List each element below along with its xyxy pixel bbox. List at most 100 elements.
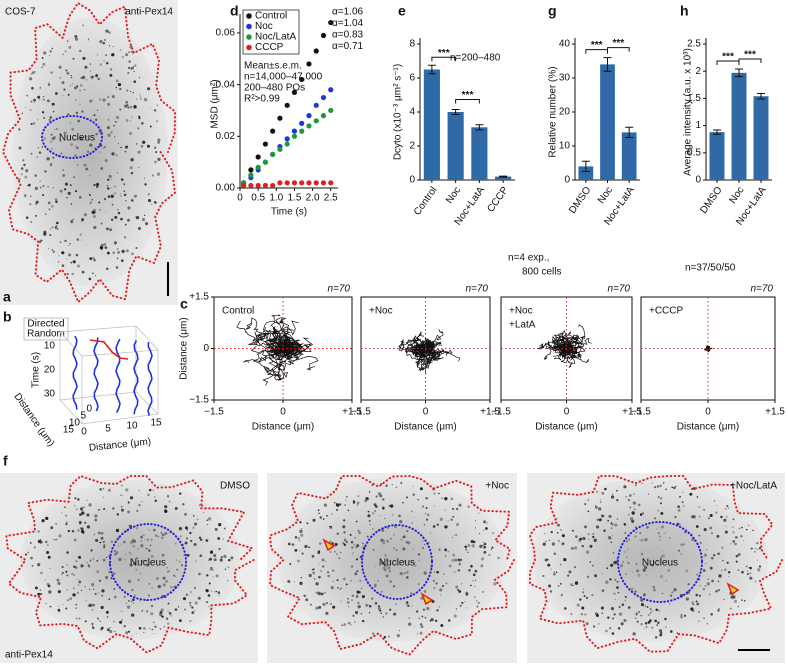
puncta <box>482 544 484 547</box>
legend-marker <box>246 34 252 40</box>
puncta <box>548 539 551 541</box>
puncta <box>657 509 660 512</box>
puncta <box>154 534 158 537</box>
puncta <box>84 521 87 524</box>
puncta <box>79 84 83 87</box>
puncta <box>730 595 734 599</box>
y-tick-label: 15 <box>63 425 75 436</box>
puncta <box>107 178 110 181</box>
puncta <box>179 492 182 495</box>
puncta <box>758 547 762 550</box>
puncta <box>646 606 649 608</box>
puncta <box>720 569 723 572</box>
puncta <box>347 621 351 625</box>
puncta <box>485 527 488 530</box>
puncta <box>133 540 137 543</box>
puncta <box>129 105 133 109</box>
puncta <box>581 544 584 548</box>
puncta <box>99 508 101 511</box>
puncta <box>304 544 308 549</box>
puncta <box>627 561 630 565</box>
puncta <box>387 566 391 570</box>
z-tick-label: 20 <box>44 365 56 376</box>
puncta <box>89 63 92 65</box>
puncta <box>668 537 671 539</box>
puncta <box>453 614 457 618</box>
puncta <box>33 101 35 103</box>
puncta <box>165 617 169 620</box>
puncta <box>92 603 95 607</box>
puncta <box>155 151 157 153</box>
puncta <box>123 595 126 598</box>
puncta <box>315 592 317 594</box>
puncta <box>368 519 371 523</box>
random-track <box>72 335 78 410</box>
puncta <box>618 612 623 616</box>
puncta <box>66 40 69 42</box>
puncta <box>550 568 552 570</box>
puncta <box>175 559 178 561</box>
arrowhead <box>726 582 740 596</box>
puncta <box>749 572 752 575</box>
puncta <box>75 603 78 606</box>
puncta <box>88 40 90 42</box>
puncta <box>385 574 389 578</box>
puncta <box>84 585 86 588</box>
puncta <box>31 71 35 75</box>
puncta <box>724 530 728 534</box>
puncta <box>125 249 129 253</box>
puncta <box>110 178 112 180</box>
puncta <box>192 526 195 529</box>
puncta <box>34 71 36 73</box>
x-axis-label: Distance (μm) <box>88 436 151 453</box>
puncta <box>355 558 358 561</box>
puncta <box>720 515 723 519</box>
puncta <box>122 540 126 544</box>
puncta <box>206 574 209 577</box>
puncta <box>583 595 586 598</box>
puncta <box>74 505 76 507</box>
puncta <box>677 549 680 552</box>
puncta <box>414 626 416 628</box>
puncta <box>737 553 741 557</box>
puncta <box>34 186 39 190</box>
puncta <box>680 543 684 546</box>
x-tick-label: 1.0 <box>269 193 283 204</box>
puncta <box>453 571 456 573</box>
significance-label: *** <box>438 48 450 59</box>
puncta <box>584 613 587 616</box>
puncta <box>215 590 218 593</box>
puncta <box>113 125 115 127</box>
puncta <box>391 483 393 486</box>
puncta <box>444 509 446 511</box>
puncta <box>308 546 311 549</box>
x-tick-label: 15 <box>150 418 162 429</box>
puncta <box>124 150 127 153</box>
puncta <box>383 636 387 639</box>
puncta <box>649 619 652 622</box>
puncta <box>186 537 188 540</box>
puncta <box>683 614 687 617</box>
puncta <box>614 598 616 601</box>
puncta <box>649 612 652 615</box>
puncta <box>332 580 335 583</box>
puncta <box>129 120 132 122</box>
puncta <box>107 488 111 492</box>
puncta <box>125 200 127 202</box>
puncta <box>213 558 217 562</box>
puncta <box>682 543 686 546</box>
puncta <box>96 185 99 188</box>
puncta <box>374 602 378 605</box>
puncta <box>132 65 135 68</box>
puncta <box>410 592 413 595</box>
puncta <box>141 610 143 612</box>
puncta <box>581 606 585 610</box>
puncta <box>660 555 663 558</box>
puncta <box>327 574 331 578</box>
puncta <box>161 536 164 539</box>
puncta <box>652 588 656 592</box>
puncta <box>624 595 627 598</box>
puncta <box>190 539 193 543</box>
puncta <box>372 512 375 515</box>
puncta <box>30 100 33 103</box>
